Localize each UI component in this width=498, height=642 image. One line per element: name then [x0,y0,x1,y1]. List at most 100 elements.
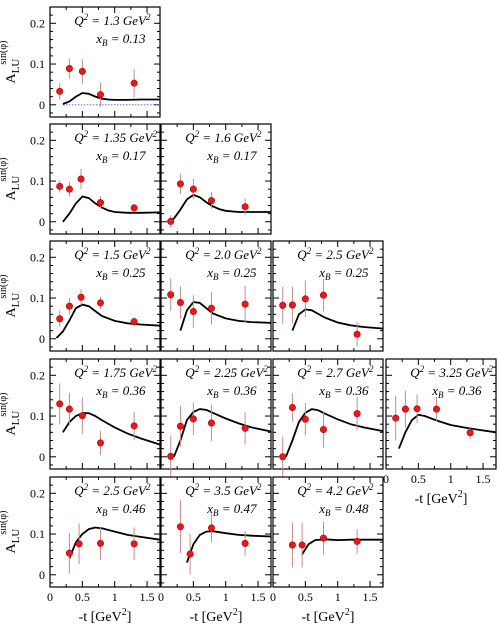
y-axis-title-text: ALUsin(φ) [0,275,22,318]
panel-xb-label: xB = 0.13 [95,31,146,48]
data-point [96,91,104,99]
data-point [78,67,86,75]
data-point [96,199,104,207]
y-tick-label: 0.2 [30,16,45,30]
data-point [279,301,287,309]
y-axis-title-text: ALUsin(φ) [0,158,22,201]
data-point [288,541,296,549]
data-point [78,412,86,420]
data-point [301,295,309,303]
data-point [279,453,287,461]
model-curve [291,308,384,331]
panel-4-0: Q2 = 2.5 GeV2 xB = 0.46 [49,476,161,588]
x-tick-label: 1.5 [363,590,378,604]
panel-3-2: Q2 = 2.7 GeV2 xB = 0.36 [272,358,384,478]
x-tick-label: 1 [448,472,454,486]
panel-xb-label: xB = 0.25 [95,265,146,282]
panel-4-2: Q2 = 4.2 GeV2 xB = 0.48 [272,476,384,588]
panel-q2-label: Q2 = 3.25 GeV2 [410,364,493,380]
data-point [77,293,85,301]
panel-q2-label: Q2 = 2.7 GeV2 [297,364,374,380]
x-tick-label: 1 [112,590,118,604]
data-point [56,182,64,190]
y-axis-title-text: ALUsin(φ) [0,511,22,554]
panel-frame [272,240,384,352]
panel-frame [272,358,384,470]
data-point [65,302,73,310]
data-point [176,180,184,188]
x-tick-label: 1.5 [140,590,155,604]
panel-2-0: Q2 = 1.5 GeV2 xB = 0.25 [49,240,161,352]
y-tick-label: 0.2 [30,486,45,500]
x-tick-label: 1 [223,590,229,604]
panel-q2-label: Q2 = 1.6 GeV2 [185,129,262,145]
data-point [189,415,197,423]
model-curve [62,92,160,105]
y-tick-label: 0.2 [30,368,45,382]
panel-xb-label: xB = 0.48 [318,501,369,518]
panel-frame [49,358,161,470]
model-curve [55,303,161,339]
data-point [176,422,184,430]
data-point [186,550,194,558]
y-tick-label: 0 [39,450,45,464]
data-point [288,403,296,411]
data-point [65,65,73,73]
data-point [56,400,64,408]
model-curve [62,412,161,446]
data-point [241,539,249,547]
data-point [401,405,409,413]
data-point [241,203,249,211]
y-axis-title: ALUsin(φ) [0,158,22,201]
x-tick-label: 0.5 [298,590,313,604]
panel-0-0: Q2 = 1.3 GeV2 xB = 0.13 [49,6,161,118]
data-point [167,291,175,299]
model-curve [398,413,497,449]
y-tick-label: 0 [39,98,45,112]
data-point [56,87,64,95]
panel-q2-label: Q2 = 1.5 GeV2 [74,246,151,262]
panel-q2-label: Q2 = 1.3 GeV2 [74,12,151,28]
model-curve [301,538,383,555]
x-tick-label: 1 [335,590,341,604]
data-point [353,537,361,545]
y-axis-title-text: ALUsin(φ) [0,41,22,84]
data-point [56,315,64,323]
data-point [189,185,197,193]
y-tick-label: 0.1 [30,174,45,188]
panel-q2-label: Q2 = 2.5 GeV2 [297,246,374,262]
panel-frame [49,476,161,588]
panel-1-1: Q2 = 1.6 GeV2 xB = 0.17 [160,123,272,235]
panel-frame [385,358,497,470]
data-point [96,539,104,547]
data-point [167,452,175,460]
data-point [413,405,421,413]
data-point [130,422,138,430]
panel-q2-label: Q2 = 2.0 GeV2 [185,246,262,262]
data-point [353,410,361,418]
x-tick-label: 0 [158,590,164,604]
data-point [176,299,184,307]
data-point [189,307,197,315]
panel-q2-label: Q2 = 2.5 GeV2 [74,482,151,498]
x-tick-label: 1.5 [251,590,266,604]
panel-xb-label: xB = 0.17 [206,148,257,165]
y-axis-title: ALUsin(φ) [0,275,22,318]
data-point [207,304,215,312]
data-point [432,405,440,413]
data-point [301,415,309,423]
y-axis-title: ALUsin(φ) [0,511,22,554]
y-tick-label: 0 [39,215,45,229]
panel-3-3: Q2 = 3.25 GeV2 xB = 0.36 [385,358,497,470]
panel-xb-label: xB = 0.47 [206,501,257,518]
panel-xb-label: xB = 0.36 [95,383,146,400]
data-point [207,419,215,427]
y-axis-title: ALUsin(φ) [0,393,22,436]
x-tick-label: 0 [47,590,53,604]
panel-xb-label: xB = 0.25 [206,265,257,282]
panel-q2-label: Q2 = 2.25 GeV2 [185,364,268,380]
x-tick-label: 0 [383,472,389,486]
panel-q2-label: Q2 = 1.35 GeV2 [74,129,157,145]
y-tick-label: 0.2 [30,133,45,147]
